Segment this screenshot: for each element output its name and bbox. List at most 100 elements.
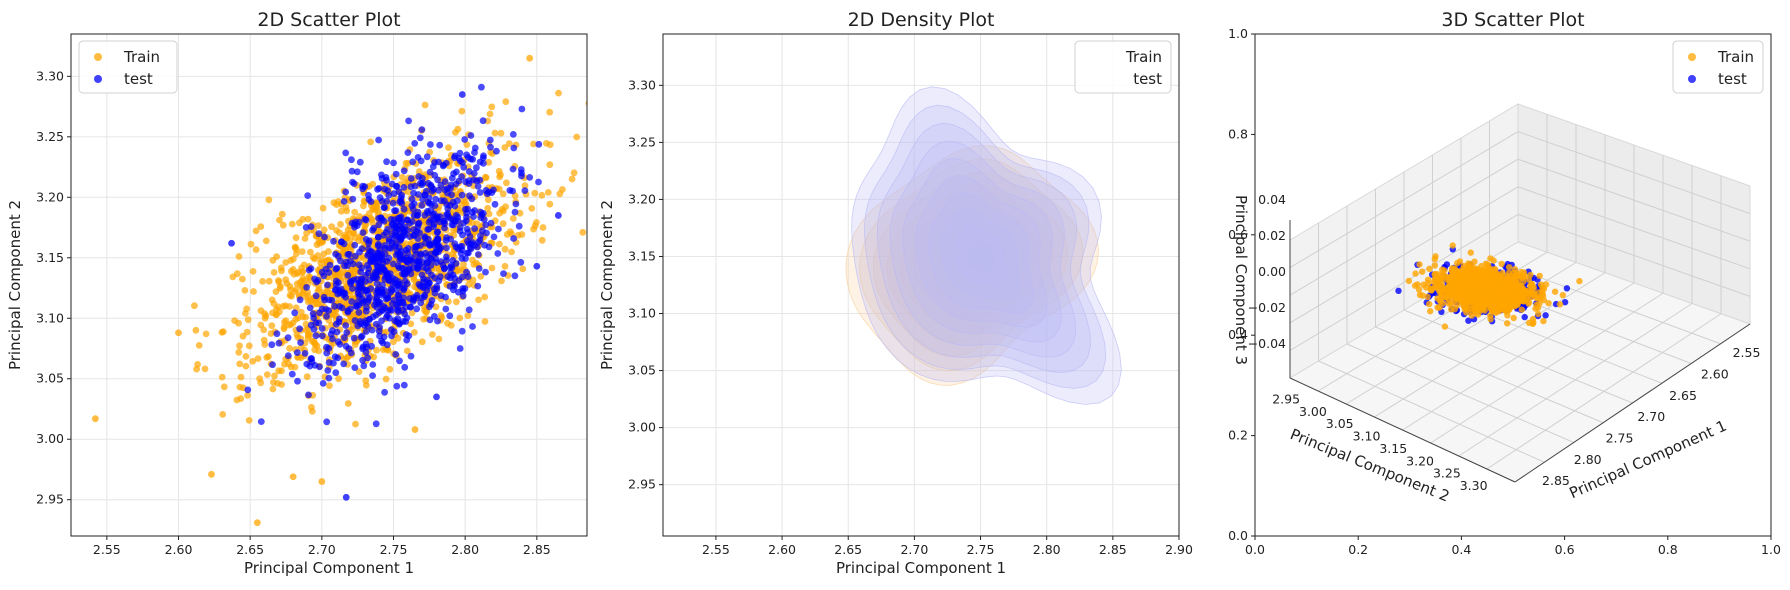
data-point	[271, 372, 278, 380]
data-point	[428, 297, 436, 304]
data-point	[330, 359, 337, 367]
data-point	[373, 253, 381, 261]
series-train	[91, 54, 587, 527]
data-point	[328, 223, 335, 231]
data-point	[375, 221, 383, 229]
outer-y-tick-label: 0.6	[1228, 227, 1248, 242]
data-point	[1454, 286, 1461, 293]
data-point	[396, 357, 403, 365]
data-point	[332, 277, 340, 285]
legend-marker-train	[94, 53, 102, 61]
data-point	[407, 270, 415, 278]
data-point	[304, 215, 312, 223]
data-point	[383, 312, 391, 319]
data-point	[362, 381, 370, 389]
data-point	[494, 250, 502, 257]
data-point	[289, 473, 297, 481]
data-point	[233, 396, 241, 404]
data-point	[493, 147, 500, 155]
data-point	[501, 262, 509, 270]
data-point	[462, 255, 469, 262]
outer-x-tick-label: 0.2	[1348, 542, 1368, 557]
data-point	[262, 237, 270, 245]
data-point	[474, 282, 482, 290]
data-point	[373, 280, 381, 288]
data-point	[381, 304, 389, 312]
data-point	[282, 302, 289, 310]
data-point	[218, 373, 226, 381]
data-point	[280, 325, 288, 333]
data-point	[260, 336, 268, 344]
data-point	[239, 332, 247, 340]
data-point	[305, 391, 312, 399]
x3d-tick-label: 2.70	[1637, 409, 1665, 424]
data-point	[1492, 297, 1499, 305]
data-point	[358, 264, 366, 272]
density-level	[926, 223, 1010, 302]
data-point	[391, 242, 399, 250]
data-point	[531, 189, 539, 197]
data-point	[342, 204, 350, 211]
data-point	[502, 203, 509, 211]
data-point	[481, 318, 489, 325]
data-point	[340, 198, 348, 205]
data-point	[411, 140, 419, 147]
data-point	[393, 301, 400, 309]
data-point	[426, 242, 434, 249]
data-point	[1556, 301, 1564, 308]
wall-gridline	[1517, 158, 1751, 242]
data-point	[496, 240, 503, 248]
data-point	[555, 89, 562, 97]
scatter-points	[91, 54, 587, 527]
data-point	[275, 339, 283, 347]
data-point	[253, 519, 261, 527]
data-point	[400, 381, 408, 389]
y3d-tick-label: 3.15	[1379, 441, 1407, 456]
data-point	[414, 223, 422, 231]
legend-box	[1074, 40, 1172, 94]
data-point	[287, 267, 295, 275]
data-point	[470, 170, 478, 177]
data-point	[546, 161, 554, 169]
data-point	[360, 322, 368, 329]
data-point	[191, 302, 198, 310]
data-point	[1498, 276, 1506, 283]
data-point	[208, 470, 215, 478]
data-point	[1431, 262, 1439, 269]
data-point	[329, 327, 336, 334]
data-point	[306, 304, 314, 312]
data-point	[421, 101, 429, 109]
data-point	[329, 335, 336, 343]
data-point	[304, 298, 312, 306]
data-point	[386, 270, 394, 277]
y3d-tick-label: 2.95	[1272, 391, 1300, 406]
density-level	[900, 198, 1039, 329]
data-point	[249, 268, 257, 275]
data-point	[1485, 270, 1493, 277]
data-point	[510, 235, 517, 242]
y-tick-label: 2.95	[36, 492, 64, 507]
density-level	[902, 158, 1062, 343]
data-point	[456, 224, 464, 231]
data-point	[354, 289, 362, 297]
data-point	[457, 249, 465, 257]
wall-gridline	[1517, 186, 1751, 270]
data-point	[270, 269, 278, 276]
data-point	[294, 314, 302, 322]
data-point	[278, 267, 285, 275]
data-point	[350, 334, 358, 342]
data-point	[388, 230, 396, 238]
data-point	[348, 167, 356, 175]
x-axis-line	[1514, 323, 1751, 483]
x-axis-label: Principal Component 1	[244, 559, 414, 577]
data-point	[538, 191, 546, 199]
data-point	[324, 367, 332, 374]
data-point	[418, 338, 426, 346]
data-point	[281, 318, 288, 326]
data-point	[462, 178, 469, 186]
data-point	[431, 249, 439, 256]
data-point	[1561, 299, 1569, 306]
data-point	[380, 231, 387, 239]
data-point	[1483, 299, 1491, 306]
